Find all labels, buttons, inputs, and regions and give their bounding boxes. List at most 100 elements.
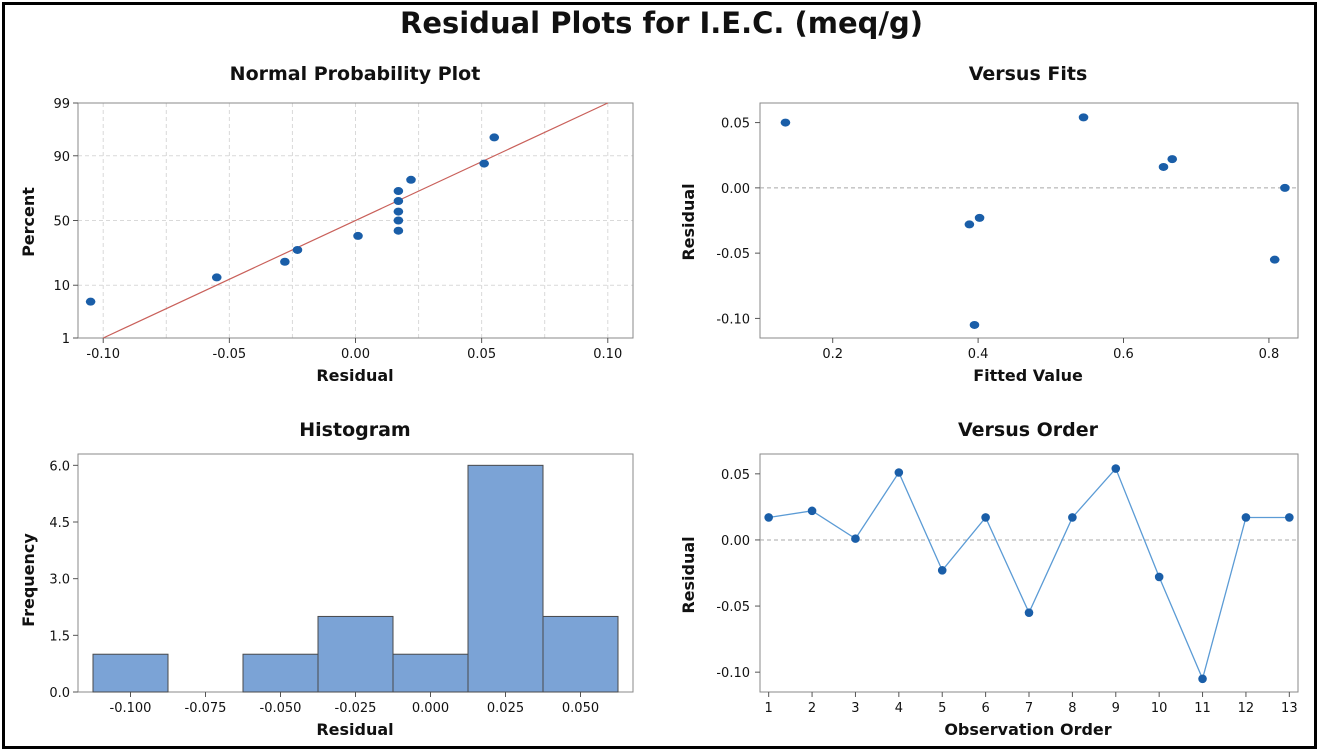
normal-x-tick-label: -0.05 (213, 347, 247, 362)
fits-data-point (964, 220, 975, 229)
order-data-point (1111, 464, 1121, 473)
histogram-bar (317, 615, 394, 693)
order-data-point (764, 513, 773, 522)
order-y-tick-label: -0.10 (716, 666, 750, 681)
order-data-point (1154, 572, 1164, 582)
order-x-tick-label: 9 (1112, 701, 1120, 716)
order-x-tick-label: 8 (1068, 701, 1076, 716)
order-y-axis-label: Residual (679, 536, 698, 613)
fits-title: Versus Fits (969, 63, 1088, 85)
order-x-tick-label: 1 (765, 701, 773, 716)
order-x-tick-label: 7 (1025, 701, 1033, 716)
figure-title: Residual Plots for I.E.C. (meq/g) (399, 6, 924, 40)
histogram-bar (467, 464, 544, 693)
order-y-tick-label: -0.05 (716, 600, 750, 615)
order-x-tick-label: 6 (981, 701, 989, 716)
normal-data-point (393, 187, 404, 196)
fits-y-tick-label: 0.00 (721, 182, 750, 197)
normal-x-tick-label: 0.05 (467, 347, 496, 362)
hist-x-tick-label: 0.050 (562, 701, 599, 716)
fits-x-tick-label: 0.6 (1113, 347, 1134, 362)
order-x-tick-label: 13 (1281, 701, 1298, 716)
order-x-tick-label: 11 (1194, 701, 1211, 716)
hist-y-tick-label: 1.5 (49, 629, 70, 644)
normal-x-tick-label: 0.00 (341, 347, 370, 362)
order-y-tick-label: 0.05 (721, 468, 750, 483)
histogram-bar (542, 615, 619, 693)
fits-y-tick-label: -0.05 (716, 247, 750, 262)
order-data-point (937, 566, 947, 575)
histogram-bar (392, 653, 469, 693)
order-data-point (1024, 608, 1034, 617)
fits-data-point (1158, 162, 1169, 171)
hist-y-tick-label: 6.0 (49, 459, 70, 474)
hist-x-tick-label: -0.025 (335, 701, 377, 716)
normal-x-tick-label: 0.10 (593, 347, 622, 362)
normal-y-tick-label: 10 (53, 279, 70, 294)
fits-y-tick-label: -0.10 (716, 312, 750, 327)
fits-data-point (780, 118, 791, 127)
hist-title: Histogram (299, 419, 410, 441)
fits-data-point (974, 213, 985, 222)
fits-x-tick-label: 0.8 (1259, 347, 1280, 362)
normal-data-point (406, 175, 416, 184)
order-data-point (981, 513, 990, 522)
order-data-point (1241, 513, 1251, 522)
order-series-line (768, 467, 1290, 681)
hist-y-tick-label: 4.5 (49, 516, 70, 531)
order-x-tick-label: 4 (895, 701, 903, 716)
fits-data-point (1269, 255, 1280, 264)
normal-data-point (353, 231, 363, 240)
normal-data-point (479, 159, 489, 168)
hist-x-axis-label: Residual (316, 720, 393, 739)
normal-y-tick-label: 99 (53, 97, 70, 112)
order-data-point (1285, 513, 1294, 522)
normal-x-axis-label: Residual (316, 366, 393, 385)
fits-data-point (1078, 113, 1089, 122)
normal-data-point (211, 273, 222, 282)
fits-x-tick-label: 0.4 (968, 347, 989, 362)
fits-x-tick-label: 0.2 (822, 347, 843, 362)
hist-y-tick-label: 0.0 (49, 686, 70, 701)
normal-data-point (393, 197, 404, 206)
order-x-tick-label: 2 (808, 701, 816, 716)
normal-y-axis-label: Percent (19, 187, 38, 257)
normal-data-point (489, 133, 500, 142)
order-title: Versus Order (958, 419, 1099, 441)
normal-x-tick-label: -0.10 (86, 347, 120, 362)
hist-x-tick-label: -0.050 (260, 701, 302, 716)
hist-x-tick-label: -0.075 (185, 701, 227, 716)
normal-data-point (280, 257, 290, 266)
normal-data-point (393, 207, 404, 216)
fits-data-point (1167, 155, 1178, 164)
normal-data-point (393, 216, 404, 225)
normal-fit-line (102, 102, 609, 339)
fits-plot-area (759, 102, 1299, 339)
hist-y-axis-label: Frequency (19, 533, 38, 627)
order-data-point (1068, 513, 1077, 522)
hist-x-tick-label: 0.000 (412, 701, 449, 716)
hist-x-tick-label: -0.100 (110, 701, 152, 716)
normal-data-point (85, 297, 96, 306)
fits-x-axis-label: Fitted Value (973, 366, 1083, 385)
normal-y-tick-label: 1 (62, 332, 70, 347)
fits-data-point (969, 320, 980, 329)
fits-data-point (1280, 183, 1290, 192)
order-plot-area (759, 453, 1299, 693)
normal-data-point (292, 245, 303, 254)
order-data-point (1198, 674, 1207, 684)
normal-data-point (393, 226, 404, 235)
order-x-tick-label: 5 (938, 701, 946, 716)
order-x-tick-label: 3 (851, 701, 859, 716)
order-data-point (807, 506, 817, 516)
fits-y-axis-label: Residual (679, 183, 698, 260)
order-y-tick-label: 0.00 (721, 534, 750, 549)
histogram-bar (242, 653, 319, 693)
hist-x-tick-label: 0.025 (487, 701, 524, 716)
histogram-bar (92, 653, 169, 693)
hist-y-tick-label: 3.0 (49, 573, 70, 588)
order-x-tick-label: 10 (1151, 701, 1168, 716)
normal-y-tick-label: 50 (53, 215, 70, 230)
